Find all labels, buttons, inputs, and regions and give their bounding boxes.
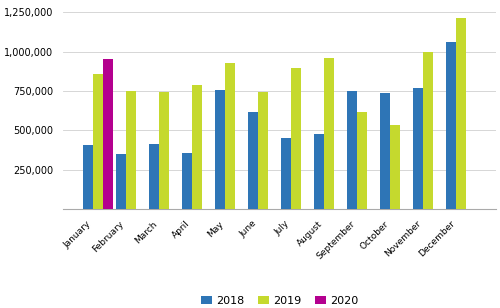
- Bar: [225, 63, 235, 209]
- Bar: [192, 86, 202, 209]
- Bar: [93, 74, 103, 209]
- Bar: [446, 42, 456, 209]
- Bar: [258, 92, 268, 209]
- Bar: [182, 153, 192, 209]
- Bar: [126, 91, 136, 209]
- Bar: [281, 138, 291, 209]
- Bar: [348, 91, 357, 209]
- Bar: [248, 111, 258, 209]
- Bar: [291, 68, 301, 209]
- Bar: [424, 52, 433, 209]
- Bar: [116, 154, 126, 209]
- Bar: [149, 144, 159, 209]
- Bar: [83, 145, 93, 209]
- Bar: [380, 93, 390, 209]
- Bar: [159, 92, 169, 209]
- Bar: [414, 88, 424, 209]
- Bar: [324, 58, 334, 209]
- Bar: [215, 90, 225, 209]
- Legend: 2018, 2019, 2020: 2018, 2019, 2020: [196, 292, 363, 308]
- Bar: [103, 59, 113, 209]
- Bar: [314, 134, 324, 209]
- Bar: [357, 111, 367, 209]
- Bar: [390, 125, 400, 209]
- Bar: [456, 18, 466, 209]
